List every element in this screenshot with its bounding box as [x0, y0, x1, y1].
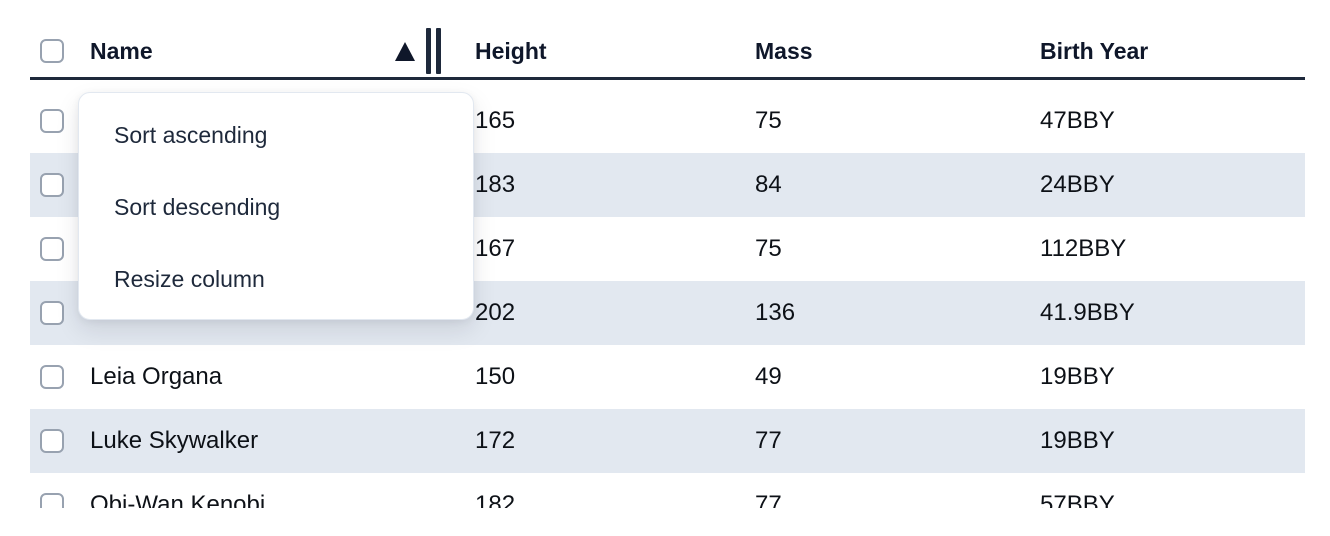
column-header-name-label: Name [90, 37, 153, 64]
cell-birth-year: 41.9BBY [1040, 299, 1135, 326]
table-row: 202 136 41.9BBY [30, 281, 1305, 345]
header-checkbox-cell [30, 39, 90, 63]
cell-name: Luke Skywalker [90, 427, 259, 454]
table-row: Leia Organa 150 49 19BBY [30, 345, 1305, 409]
cell-height: 182 [475, 491, 516, 508]
row-checkbox-cell [30, 493, 90, 508]
resize-bar-left [426, 28, 431, 74]
row-checkbox[interactable] [40, 301, 64, 325]
table-row: 165 75 47BBY [30, 89, 1305, 153]
row-checkbox-cell [30, 109, 90, 133]
table-body: 165 75 47BBY 183 84 24BBY 167 75 112BBY … [30, 89, 1305, 508]
column-header-name[interactable]: Name [90, 28, 475, 74]
table-header: Name Height Mass Birth Year [30, 0, 1305, 80]
table-row: 167 75 112BBY [30, 217, 1305, 281]
cell-birth-year: 24BBY [1040, 171, 1115, 198]
column-header-height[interactable]: Height [475, 37, 547, 64]
row-checkbox-cell [30, 365, 90, 389]
cell-birth-year: 47BBY [1040, 107, 1115, 134]
cell-mass: 77 [755, 427, 782, 454]
row-checkbox[interactable] [40, 365, 64, 389]
row-checkbox[interactable] [40, 109, 64, 133]
row-checkbox-cell [30, 301, 90, 325]
select-all-checkbox[interactable] [40, 39, 64, 63]
menu-item-sort-ascending[interactable]: Sort ascending [114, 121, 268, 148]
cell-birth-year: 19BBY [1040, 427, 1115, 454]
cell-mass: 136 [755, 299, 796, 326]
row-checkbox-cell [30, 237, 90, 261]
context-menu: Sort ascending Sort descending Resize colu… [78, 92, 474, 320]
cell-height: 183 [475, 171, 516, 198]
cell-height: 165 [475, 107, 516, 134]
cell-mass: 75 [755, 235, 782, 262]
row-checkbox[interactable] [40, 493, 64, 508]
row-checkbox[interactable] [40, 429, 64, 453]
cell-birth-year: 19BBY [1040, 363, 1115, 390]
cell-name: Leia Organa [90, 363, 223, 390]
header-gap [30, 80, 1305, 89]
row-checkbox-cell [30, 173, 90, 197]
table-row: Luke Skywalker 172 77 19BBY [30, 409, 1305, 473]
cell-mass: 77 [755, 491, 782, 508]
row-checkbox[interactable] [40, 237, 64, 261]
column-header-mass[interactable]: Mass [755, 37, 813, 64]
menu-item-sort-descending[interactable]: Sort descending [114, 193, 281, 220]
cell-height: 150 [475, 363, 516, 390]
sort-ascending-icon [395, 41, 415, 61]
cell-height: 167 [475, 235, 516, 262]
cell-height: 172 [475, 427, 516, 454]
table-row: Obi-Wan Kenobi 182 77 57BBY [30, 473, 1305, 508]
column-resize-handle-icon[interactable] [426, 28, 441, 74]
row-checkbox[interactable] [40, 173, 64, 197]
cell-mass: 84 [755, 171, 782, 198]
cell-height: 202 [475, 299, 516, 326]
column-header-birth-year[interactable]: Birth Year [1040, 37, 1149, 64]
cell-birth-year: 57BBY [1040, 491, 1115, 508]
row-checkbox-cell [30, 429, 90, 453]
resize-bar-right [436, 28, 441, 74]
cell-mass: 75 [755, 107, 782, 134]
data-table: Name Height Mass Birth Year 165 75 47BBY… [30, 0, 1305, 508]
cell-birth-year: 112BBY [1040, 235, 1127, 262]
cell-mass: 49 [755, 363, 782, 390]
menu-item-resize-column[interactable]: Resize column [114, 265, 265, 292]
cell-name: Obi-Wan Kenobi [90, 491, 266, 508]
